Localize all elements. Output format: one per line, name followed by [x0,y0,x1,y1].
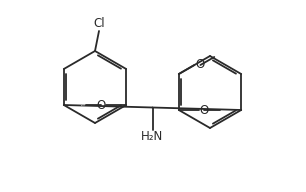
Text: methyl: methyl [81,104,86,106]
Text: H₂N: H₂N [141,131,164,143]
Text: O: O [199,103,209,117]
Text: O: O [96,98,106,112]
Text: Cl: Cl [93,17,105,30]
Text: O: O [195,59,204,71]
